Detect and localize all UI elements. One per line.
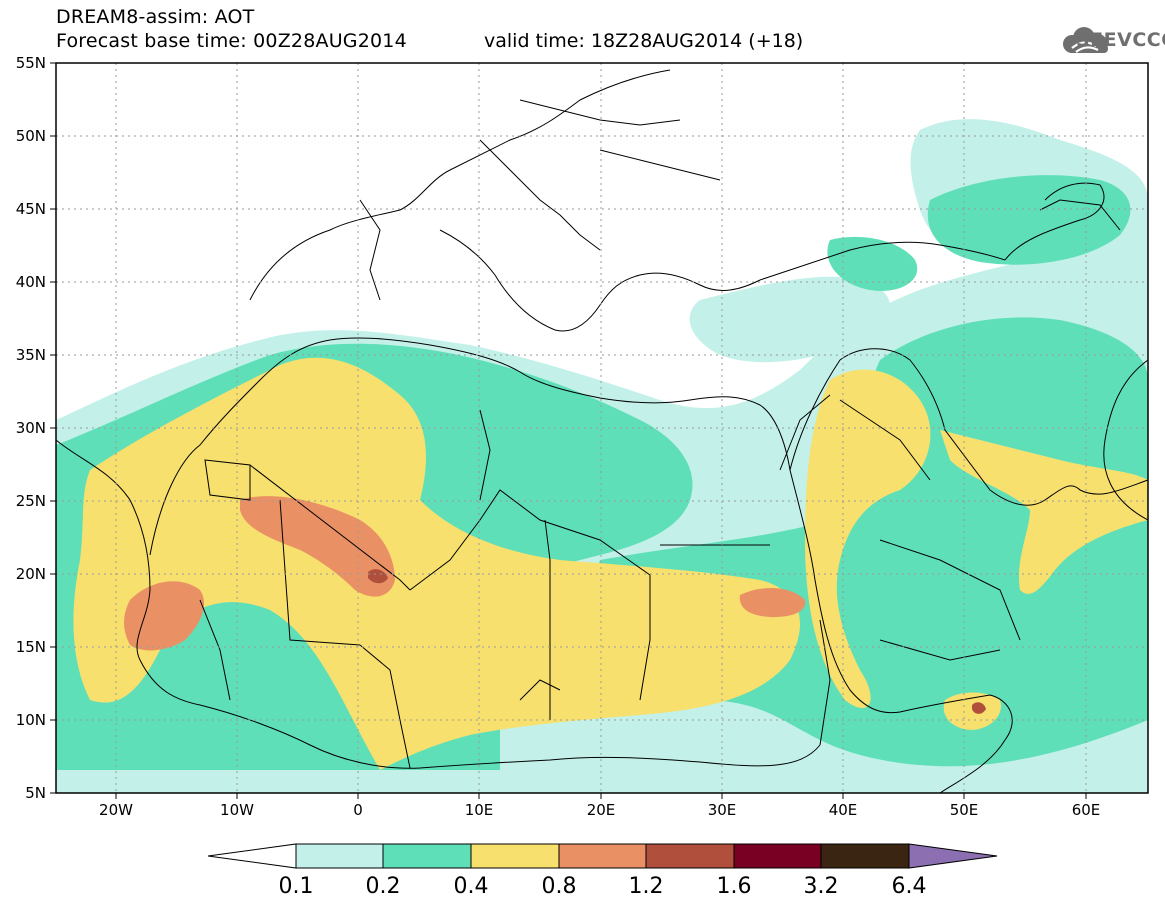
lon-label: 10E — [465, 801, 494, 819]
valid-time: valid time: 18Z28AUG2014 (+18) — [484, 30, 804, 52]
lon-label: 20E — [587, 801, 616, 819]
map-title: DREAM8-assim: AOT — [56, 6, 255, 28]
lat-label: 20N — [16, 565, 46, 583]
lat-label: 35N — [16, 346, 46, 364]
aot-class-0-8 — [124, 496, 806, 651]
aot-class-0-4 — [73, 357, 1148, 770]
graticule — [56, 63, 1148, 793]
lat-label: 5N — [25, 784, 46, 802]
forecast-base-time: Forecast base time: 00Z28AUG2014 — [56, 30, 407, 52]
aot-fields — [56, 119, 1148, 793]
lat-label: 10N — [16, 711, 46, 729]
lon-label: 30E — [708, 801, 737, 819]
lat-label: 40N — [16, 273, 46, 291]
lat-label: 30N — [16, 419, 46, 437]
coastlines-and-borders — [56, 69, 1148, 793]
lon-label: 40E — [829, 801, 858, 819]
latitude-labels: 55N 50N 45N 40N 35N 30N 25N 20N 15N 10N … — [16, 54, 46, 802]
longitude-labels: 20W 10W 0 10E 20E 30E 40E 50E 60E — [99, 801, 1100, 819]
seevccc-logo-text: SEEVCCC — [1076, 29, 1165, 51]
tick-marks — [50, 62, 1087, 799]
lat-label: 15N — [16, 638, 46, 656]
lat-label: 50N — [16, 127, 46, 145]
lat-label: 45N — [16, 200, 46, 218]
lon-label: 60E — [1072, 801, 1101, 819]
lat-label: 25N — [16, 492, 46, 510]
lon-label: 50E — [950, 801, 979, 819]
lon-label: 10W — [220, 801, 254, 819]
lon-label: 0 — [353, 801, 363, 819]
lon-label: 20W — [99, 801, 133, 819]
lat-label: 55N — [16, 54, 46, 72]
aot-class-1-2 — [368, 569, 986, 714]
seevccc-logo — [1063, 27, 1108, 53]
